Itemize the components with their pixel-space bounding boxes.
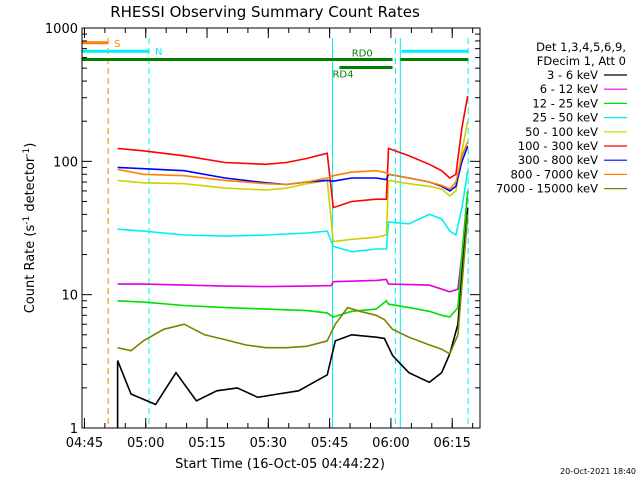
y-axis-label-sup-2: -1: [22, 148, 32, 157]
y-axis-label-sup-1: -1: [22, 216, 32, 225]
mode-annotations: S N RD0 RD4: [82, 39, 469, 81]
y-axis-ticks: 1 10 100 1000: [45, 22, 480, 437]
annotation-label: RD4: [332, 70, 353, 81]
legend-label-5: 50 - 100 keV: [525, 125, 598, 139]
legend-label-7: 300 - 800 keV: [518, 153, 598, 167]
x-tick-label: 06:00: [372, 436, 409, 451]
legend: Det 1,3,4,5,6,9, FDecim 1, Att 0 3 - 6 k…: [496, 40, 627, 196]
x-tick-label: 05:00: [127, 436, 164, 451]
y-axis-label-part-1: Count Rate (s: [23, 225, 38, 314]
x-tick-label: 06:15: [433, 436, 470, 451]
x-tick-label: 05:30: [250, 436, 287, 451]
legend-label-2: 6 - 12 keV: [540, 82, 598, 96]
y-axis-label-part-2: detector: [23, 156, 38, 216]
y-tick-label: 10: [61, 289, 78, 304]
x-tick-label: 05:45: [311, 436, 348, 451]
annotation-label: S: [114, 39, 120, 50]
x-tick-label: 04:45: [66, 436, 103, 451]
y-tick-label: 1: [70, 422, 78, 437]
annotation-label: N: [155, 47, 162, 58]
y-tick-label: 1000: [45, 22, 78, 37]
legend-label-9: 7000 - 15000 keV: [496, 182, 598, 196]
legend-label-4: 25 - 50 keV: [532, 111, 598, 125]
y-axis-label-part-3: ): [23, 143, 38, 148]
vertical-markers: [81, 38, 469, 428]
footer-timestamp: 20-Oct-2021 18:40: [560, 467, 636, 476]
series-line-9: [117, 214, 469, 355]
series-line-6: [117, 95, 469, 209]
y-axis-label: Count Rate (s-1 detector-1): [22, 143, 38, 314]
plot-frame: [81, 27, 481, 429]
series-line-3: [117, 190, 469, 318]
legend-header-line-1: Det 1,3,4,5,6,9,: [536, 40, 626, 54]
legend-label-3: 12 - 25 keV: [532, 96, 598, 110]
series-line-7: [117, 145, 469, 192]
legend-label-8: 800 - 7000 keV: [510, 167, 598, 181]
chart-title: RHESSI Observing Summary Count Rates: [110, 3, 420, 21]
x-axis-ticks: 04:45 05:00 05:15 05:30 05:45 06:00 06:15: [66, 28, 474, 451]
x-tick-label: 05:15: [188, 436, 225, 451]
series-line-8: [117, 141, 469, 190]
x-axis-label: Start Time (16-Oct-05 04:44:22): [175, 457, 385, 472]
annotation-label: RD0: [352, 49, 373, 60]
y-tick-label: 100: [53, 155, 78, 170]
series-line-2: [117, 190, 469, 293]
legend-label-1: 3 - 6 keV: [547, 68, 598, 82]
series-line-4: [117, 170, 469, 253]
legend-label-6: 100 - 300 keV: [518, 139, 598, 153]
data-series: [116, 95, 469, 428]
legend-header-line-2: FDecim 1, Att 0: [537, 54, 626, 68]
series-line-1: [116, 207, 469, 428]
series-line-5: [117, 121, 469, 243]
